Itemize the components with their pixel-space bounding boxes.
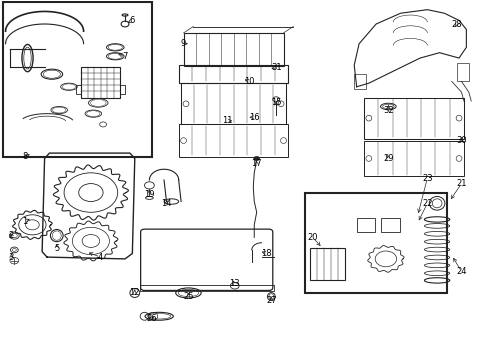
Bar bbox=[140, 285, 273, 291]
Bar bbox=[456, 63, 468, 81]
Text: 30: 30 bbox=[455, 136, 466, 145]
Text: 20: 20 bbox=[307, 233, 317, 242]
Bar bbox=[178, 125, 288, 157]
Text: 18: 18 bbox=[261, 249, 271, 258]
Text: 5: 5 bbox=[54, 244, 59, 253]
Text: 6: 6 bbox=[129, 16, 135, 25]
Text: 23: 23 bbox=[421, 174, 432, 183]
Bar bbox=[356, 219, 374, 232]
Bar bbox=[181, 83, 285, 125]
Text: 28: 28 bbox=[450, 19, 461, 28]
Bar bbox=[363, 140, 463, 176]
Text: 7: 7 bbox=[122, 52, 127, 61]
Text: 32: 32 bbox=[382, 105, 393, 114]
Bar bbox=[81, 67, 120, 98]
Bar bbox=[305, 193, 446, 293]
Text: 3: 3 bbox=[9, 253, 14, 262]
Text: 27: 27 bbox=[265, 296, 276, 305]
Bar bbox=[178, 64, 288, 83]
Text: 11: 11 bbox=[222, 116, 232, 125]
Circle shape bbox=[253, 156, 259, 161]
Text: 10: 10 bbox=[244, 77, 254, 86]
Text: 9: 9 bbox=[181, 39, 186, 48]
Text: 13: 13 bbox=[229, 279, 240, 288]
Text: 22: 22 bbox=[421, 199, 432, 208]
Bar bbox=[3, 3, 152, 157]
Bar bbox=[310, 248, 345, 280]
Text: 12: 12 bbox=[129, 288, 140, 297]
Text: 14: 14 bbox=[161, 199, 171, 208]
Text: 4: 4 bbox=[98, 253, 103, 262]
Text: 1: 1 bbox=[22, 217, 28, 226]
Text: 29: 29 bbox=[382, 154, 393, 163]
Text: 24: 24 bbox=[455, 267, 466, 276]
Bar bbox=[380, 219, 399, 232]
Bar bbox=[353, 74, 366, 89]
Bar bbox=[183, 33, 283, 66]
Text: 8: 8 bbox=[22, 152, 28, 161]
Text: 21: 21 bbox=[455, 179, 466, 188]
Bar bbox=[120, 85, 125, 94]
Text: 15: 15 bbox=[270, 98, 281, 107]
Text: 26: 26 bbox=[146, 314, 157, 323]
Text: 2: 2 bbox=[9, 231, 14, 240]
Text: 16: 16 bbox=[248, 113, 259, 122]
Text: 31: 31 bbox=[270, 63, 281, 72]
Bar bbox=[76, 85, 81, 94]
Bar bbox=[363, 98, 463, 139]
Text: 25: 25 bbox=[183, 292, 193, 301]
Text: 19: 19 bbox=[144, 190, 154, 199]
Text: 17: 17 bbox=[251, 159, 262, 168]
